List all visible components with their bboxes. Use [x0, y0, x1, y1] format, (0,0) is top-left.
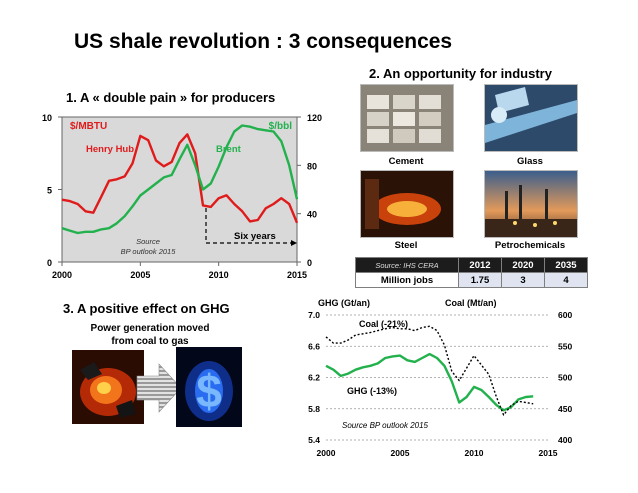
jobs-table-source: Source: IHS CERA — [355, 257, 459, 273]
petrochemical-plant-photo — [484, 170, 578, 238]
six-years-label: Six years — [234, 231, 276, 242]
gas-flame-dollar-photo: $ — [176, 347, 242, 427]
jobs-year: 2020 — [501, 257, 545, 273]
jobs-year: 2035 — [544, 257, 588, 273]
jobs-row-label: Million jobs — [355, 272, 459, 288]
arrow-right-icon — [136, 363, 182, 413]
svg-text:$: $ — [196, 365, 222, 417]
power-caption-line1: Power generation moved — [90, 323, 210, 334]
power-caption: Power generation moved from coal to gas — [60, 322, 240, 348]
jobs-table: Source: IHS CERA 2012 2020 2035 Million … — [355, 257, 588, 288]
jobs-year: 2012 — [458, 257, 502, 273]
chart1-x-tick-label: 2010 — [209, 270, 229, 280]
chart2-right-tick-label: 450 — [558, 404, 572, 414]
henry-hub-series-line — [61, 133, 299, 224]
chart1-source-label: Source — [136, 237, 160, 246]
photo-label-glass: Glass — [517, 156, 543, 167]
jobs-table-header: Source: IHS CERA 2012 2020 2035 — [355, 257, 588, 273]
chart1-right-tick-label: 80 — [307, 161, 317, 171]
chart2-left-tick-label: 5.8 — [308, 404, 320, 414]
photo-label-cement: Cement — [388, 156, 424, 167]
chart2-right-tick-label: 600 — [558, 310, 572, 320]
chart1-right-tick-label: 120 — [307, 113, 322, 123]
chart1-x-tick-label: 2005 — [130, 270, 150, 280]
chart2-source-text: Source BP outlook 2015 — [342, 421, 429, 430]
chart2-x-tick-label: 2010 — [465, 448, 484, 458]
page-title: US shale revolution : 3 consequences — [74, 30, 453, 53]
ghg-coal-chart: 5.4 5.8 6.2 6.6 7.0 400 450 500 550 600 2000 2005 20… — [308, 298, 572, 458]
chart2-right-axis-label: Coal (Mt/an) — [445, 298, 497, 308]
chart2-left-tick-label: 7.0 — [308, 310, 320, 320]
photo-label-petrochemicals: Petrochemicals — [494, 240, 566, 251]
coal-series-label: Coal (-21%) — [359, 319, 408, 329]
steel-photo — [360, 170, 454, 238]
section1-title: 1. A « double pain » for producers — [66, 90, 276, 105]
jobs-value: 4 — [544, 272, 588, 288]
chart1-right-tick-label: 40 — [307, 210, 317, 220]
chart1-left-tick-label: 10 — [42, 113, 52, 123]
chart2-left-axis-label: GHG (Gt/an) — [318, 298, 370, 308]
chart1-plot-area — [61, 116, 298, 263]
photo-label-steel: Steel — [394, 240, 418, 251]
chart2-left-tick-label: 5.4 — [308, 435, 320, 445]
cement-bags-photo — [360, 84, 454, 152]
section3-title: 3. A positive effect on GHG — [63, 301, 230, 316]
chart1-left-tick-label: 5 — [47, 186, 52, 196]
chart2-right-tick-label: 500 — [558, 373, 572, 383]
chart2-x-tick-label: 2005 — [391, 448, 410, 458]
glass-photo — [484, 84, 578, 152]
chart1-left-unit: $/MBTU — [70, 121, 107, 132]
chart2-left-tick-label: 6.6 — [308, 341, 320, 351]
burning-coal-photo — [72, 350, 144, 424]
chart2-x-tick-label: 2000 — [317, 448, 336, 458]
henry-hub-label: Henry Hub — [86, 144, 134, 155]
power-caption-line2: from coal to gas — [111, 336, 189, 347]
section2-title: 2. An opportunity for industry — [369, 66, 552, 81]
chart1-left-tick-label: 0 — [47, 258, 52, 268]
chart2-right-tick-label: 400 — [558, 435, 572, 445]
chart1-source-text: BP outlook 2015 — [121, 247, 177, 256]
brent-series-line — [61, 124, 299, 235]
six-years-arrow — [291, 240, 297, 246]
chart2-right-tick-label: 550 — [558, 341, 572, 351]
chart2-left-tick-label: 6.2 — [308, 373, 320, 383]
jobs-value: 3 — [501, 272, 545, 288]
chart1-right-unit: $/bbl — [269, 121, 293, 132]
chart1-x-tick-label: 2015 — [287, 270, 307, 280]
ghg-series-line — [325, 352, 534, 412]
jobs-value: 1.75 — [458, 272, 502, 288]
coal-series-line — [325, 325, 534, 416]
chart1-x-tick-label: 2000 — [52, 270, 72, 280]
chart2-x-tick-label: 2015 — [539, 448, 558, 458]
chart1-right-tick-label: 0 — [307, 258, 312, 268]
jobs-table-row: Million jobs 1.75 3 4 — [355, 272, 588, 288]
brent-label: Brent — [216, 144, 242, 155]
ghg-series-label: GHG (-13%) — [347, 386, 397, 396]
